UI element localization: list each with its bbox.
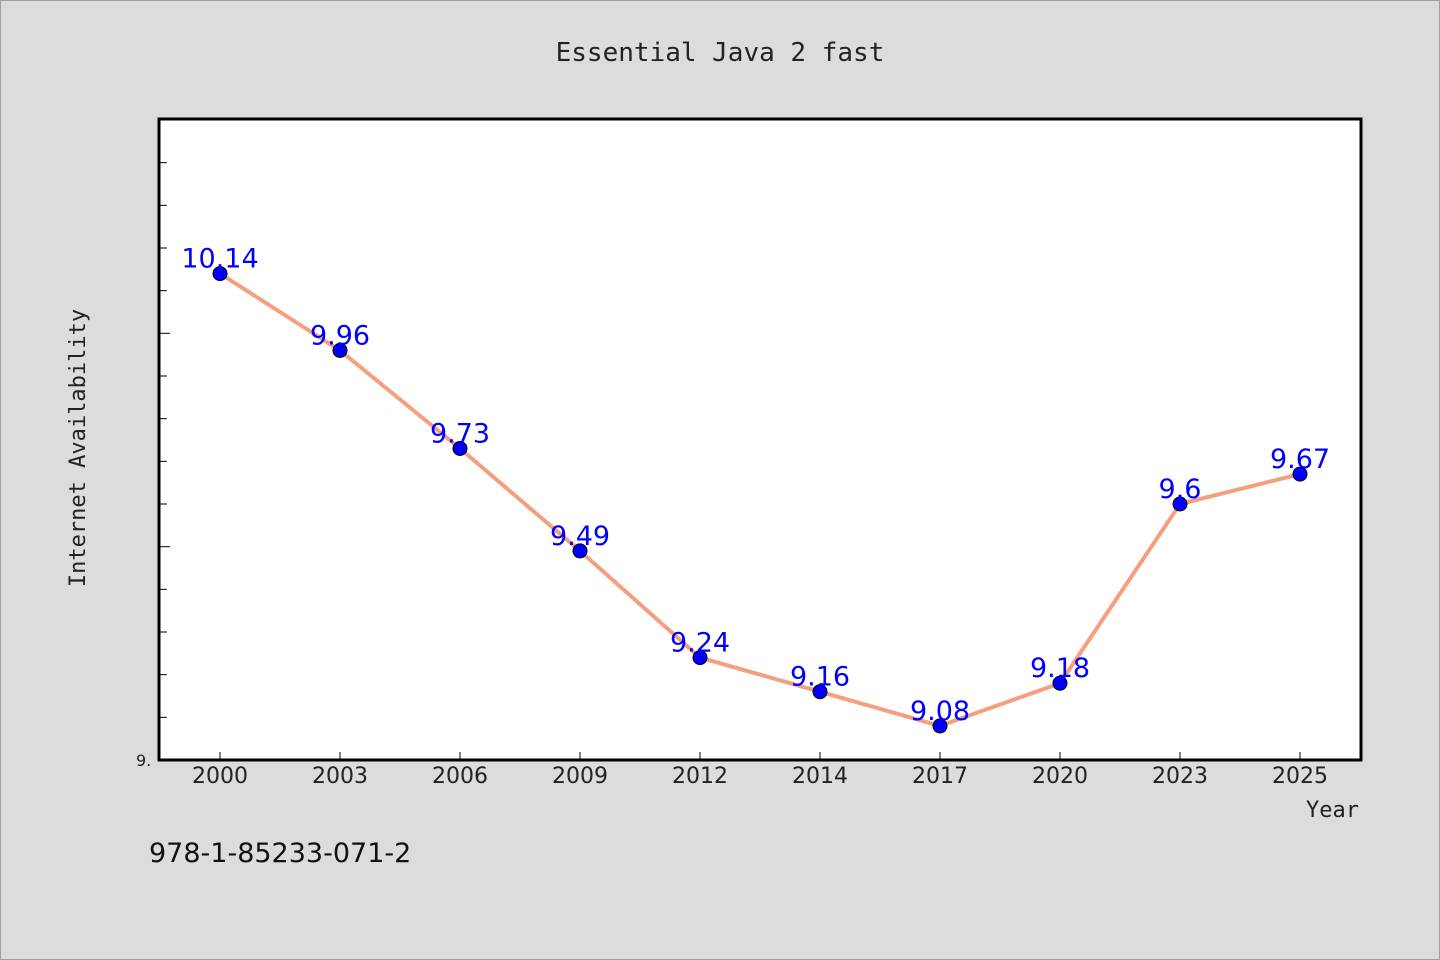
data-point: [332, 342, 348, 358]
plot-area: [157, 117, 1363, 762]
x-tick-label: 2000: [192, 764, 248, 789]
data-label: 9.18: [1030, 653, 1090, 684]
chart-title: Essential Java 2 fast: [556, 38, 885, 68]
x-tick-label: 2014: [792, 764, 848, 789]
y-tick-label: 9.: [136, 751, 151, 770]
data-point: [452, 441, 468, 456]
data-label: 9.73: [430, 419, 490, 450]
data-point: [212, 266, 228, 282]
y-axis-ticks: [160, 162, 170, 718]
x-tick-label: 2009: [552, 764, 608, 789]
data-point: [1052, 675, 1068, 691]
data-point: [572, 543, 588, 559]
data-label: 9.6: [1159, 474, 1202, 505]
x-tick-label: 2023: [1152, 764, 1208, 789]
data-label: 9.24: [670, 628, 730, 659]
data-label: 9.96: [310, 320, 370, 351]
data-point: [1172, 496, 1188, 512]
data-labels: 10.14 9.96 9.73 9.49 9.24 9.16 9.08 9.18 9.6 9.67: [181, 244, 1330, 727]
x-tick-label: 2025: [1272, 764, 1328, 789]
x-axis-tick-labels: 2000 2003 2006 2009 2012 2014 2017 2020 2023 2025: [192, 752, 1328, 789]
data-point: [692, 650, 708, 666]
data-point: [932, 718, 948, 734]
series-markers: [212, 266, 1308, 734]
data-point: [1292, 466, 1308, 482]
data-point: [812, 684, 828, 700]
x-tick-label: 2003: [312, 764, 368, 789]
isbn-footer: 978-1-85233-071-2: [149, 838, 411, 869]
y-axis-label: Internet Availability: [66, 309, 91, 587]
data-label: 9.16: [790, 662, 850, 693]
x-tick-label: 2006: [432, 764, 488, 789]
data-label: 9.49: [550, 521, 610, 552]
x-tick-label: 2017: [912, 764, 968, 789]
x-tick-label: 2012: [672, 764, 728, 789]
series-line: [218, 271, 1301, 728]
x-tick-label: 2020: [1032, 764, 1088, 789]
data-label: 9.67: [1270, 444, 1330, 475]
data-label: 10.14: [181, 244, 258, 275]
data-label: 9.08: [910, 696, 970, 727]
x-axis-label: Year: [1306, 798, 1359, 823]
